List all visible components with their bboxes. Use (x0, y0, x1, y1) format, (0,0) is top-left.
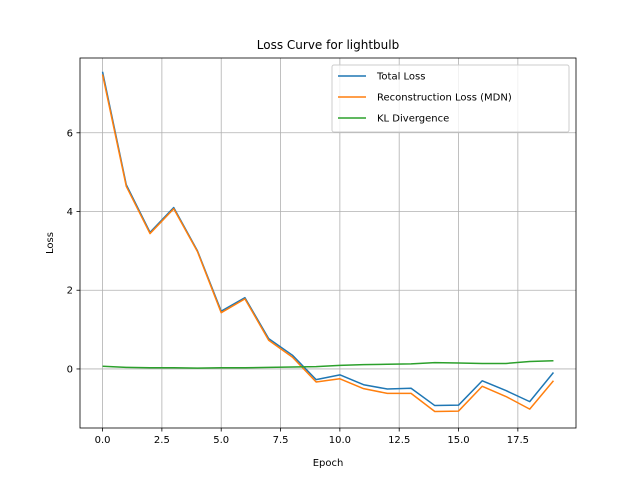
series-line-2 (102, 359, 554, 369)
legend: Total Loss Reconstruction Loss (MDN) KL Di… (331, 64, 570, 133)
axis-ticks: 0.0 2.5 5.0 7.5 10.0 12.5 15.0 17.5 0 2 4 6 (67, 128, 529, 446)
x-tick-label: 12.5 (388, 435, 410, 446)
chart-title: Loss Curve for lightbulb (257, 38, 399, 52)
x-tick-label: 17.5 (507, 435, 529, 446)
y-tick-label: 6 (67, 128, 73, 139)
x-tick-label: 2.5 (154, 435, 170, 446)
series-lines (101, 71, 555, 413)
x-tick-label: 5.0 (213, 435, 229, 446)
x-axis-label: Epoch (313, 458, 344, 469)
legend-label: KL Divergence (377, 114, 449, 125)
plot-frame (79, 57, 577, 429)
y-tick-label: 2 (67, 286, 73, 297)
legend-label: Total Loss (376, 72, 425, 83)
y-axis-label: Loss (45, 232, 56, 254)
x-tick-label: 0.0 (95, 435, 111, 446)
x-tick-label: 7.5 (273, 435, 289, 446)
y-tick-label: 4 (67, 207, 73, 218)
legend-box (331, 64, 570, 133)
x-tick-label: 10.0 (329, 435, 351, 446)
y-tick-label: 0 (67, 364, 73, 375)
series-line-1 (101, 74, 555, 413)
x-tick-label: 15.0 (447, 435, 469, 446)
legend-label: Reconstruction Loss (MDN) (377, 93, 512, 104)
